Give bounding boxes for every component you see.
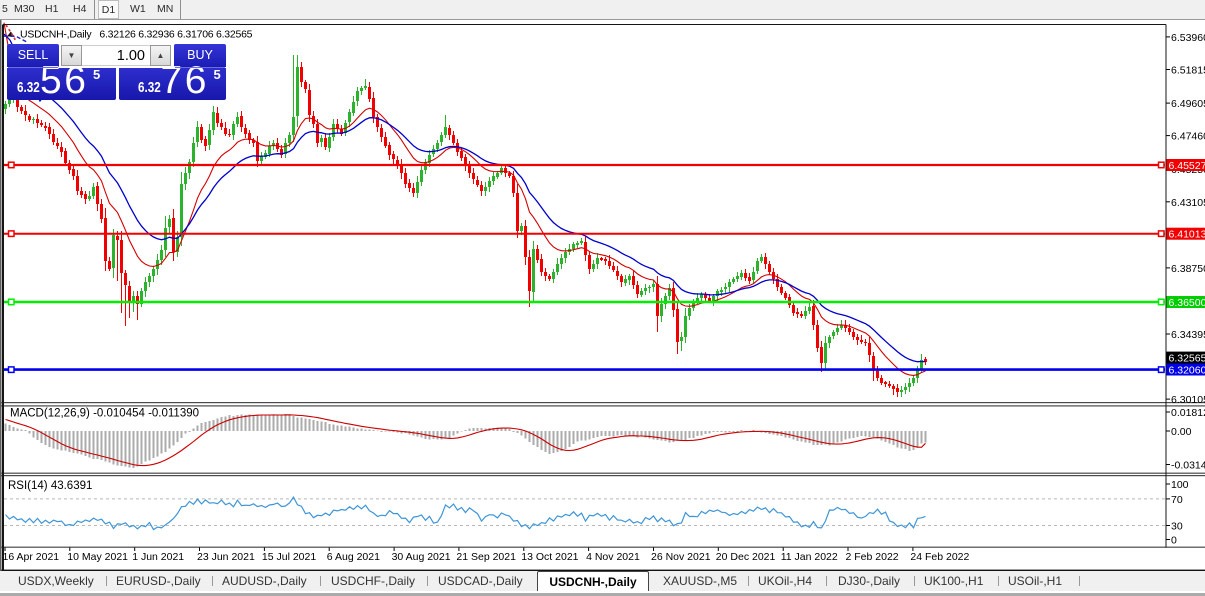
svg-text:26 Nov 2021: 26 Nov 2021 [651,551,711,563]
svg-text:6.49605: 6.49605 [1171,98,1205,110]
svg-text:13 Oct 2021: 13 Oct 2021 [521,551,578,563]
svg-text:6.41013: 6.41013 [1169,229,1205,241]
svg-text:15 Jul 2021: 15 Jul 2021 [262,551,316,563]
svg-text:6.53960: 6.53960 [1171,32,1205,44]
svg-text:30 Aug 2021: 30 Aug 2021 [392,551,451,563]
svg-text:6.32565: 6.32565 [1169,353,1205,365]
svg-text:30: 30 [1171,521,1183,533]
svg-text:6.34395: 6.34395 [1171,329,1205,341]
svg-text:100: 100 [1171,479,1189,491]
svg-text:6.51815: 6.51815 [1171,65,1205,77]
svg-text:2 Feb 2022: 2 Feb 2022 [846,551,899,563]
svg-text:6.36500: 6.36500 [1169,297,1205,309]
svg-text:6.43105: 6.43105 [1171,197,1205,209]
svg-text:70: 70 [1171,494,1183,506]
svg-text:6 Aug 2021: 6 Aug 2021 [327,551,380,563]
svg-text:6.32060: 6.32060 [1169,365,1205,377]
svg-text:0.018129: 0.018129 [1171,407,1205,419]
svg-text:0: 0 [1171,535,1177,547]
svg-text:6.38750: 6.38750 [1171,263,1205,275]
svg-text:6.30105: 6.30105 [1171,394,1205,406]
svg-text:-0.03149: -0.03149 [1171,460,1205,472]
svg-text:21 Sep 2021: 21 Sep 2021 [456,551,516,563]
svg-text:10 May 2021: 10 May 2021 [67,551,128,563]
svg-text:4 Nov 2021: 4 Nov 2021 [586,551,640,563]
svg-text:11 Jan 2022: 11 Jan 2022 [781,551,838,563]
svg-text:16 Apr 2021: 16 Apr 2021 [3,551,60,563]
svg-text:6.45527: 6.45527 [1169,160,1205,172]
svg-text:23 Jun 2021: 23 Jun 2021 [197,551,255,563]
svg-text:1 Jun 2021: 1 Jun 2021 [132,551,184,563]
svg-text:24 Feb 2022: 24 Feb 2022 [910,551,969,563]
svg-text:0.00: 0.00 [1171,426,1192,438]
svg-text:MACD(12,26,9) -0.010454 -0.011: MACD(12,26,9) -0.010454 -0.011390 [10,408,199,420]
svg-text:RSI(14) 43.6391: RSI(14) 43.6391 [8,480,92,492]
svg-text:USDCNH-,Daily 6.32126 6.3293: USDCNH-,Daily 6.32126 6.32936 6.31706 6.… [20,29,253,41]
svg-text:6.47460: 6.47460 [1171,131,1205,143]
svg-text:20 Dec 2021: 20 Dec 2021 [716,551,776,563]
